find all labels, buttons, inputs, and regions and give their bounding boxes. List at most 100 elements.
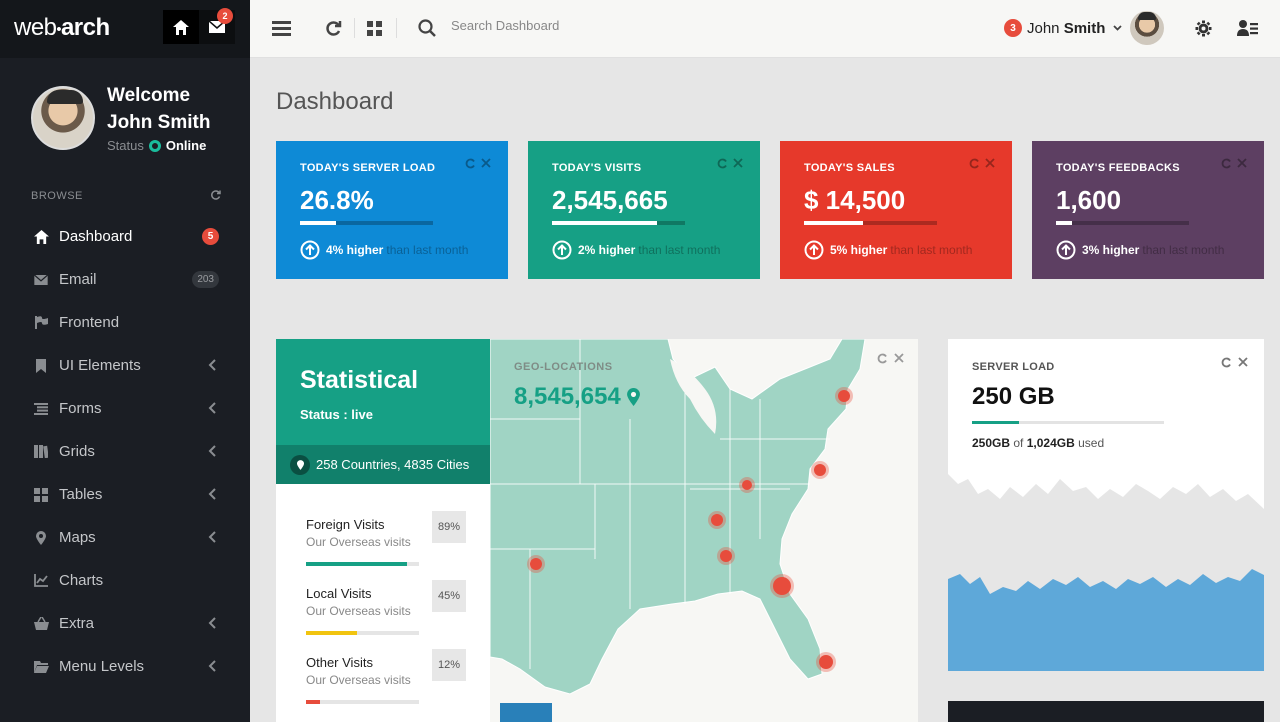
divider — [354, 18, 355, 38]
geo-marker[interactable] — [814, 464, 826, 476]
list-icon — [33, 401, 49, 417]
statistical-header: Statistical Status : live — [276, 339, 490, 445]
tile-progress-fill — [804, 221, 863, 225]
refresh-icon[interactable] — [465, 158, 476, 169]
refresh-icon[interactable] — [1221, 158, 1232, 169]
refresh-icon[interactable] — [877, 353, 888, 364]
geo-marker[interactable] — [838, 390, 850, 402]
arrow-up-circle-icon — [300, 240, 320, 260]
grid-icon — [33, 487, 49, 503]
sidebar-item-tables[interactable]: Tables — [0, 473, 250, 516]
statistical-panel: Statistical Status : live 258 Countries,… — [276, 339, 918, 722]
visit-name: Local Visits — [306, 586, 372, 601]
header-avatar[interactable] — [1130, 11, 1165, 45]
sidebar: web•arch 2 Welcome John Smith Status Onl… — [0, 0, 250, 722]
sidebar-item-extra[interactable]: Extra — [0, 602, 250, 645]
visit-progress-fill — [306, 631, 357, 635]
chevron-left-icon — [208, 488, 216, 500]
tile-progress — [300, 221, 433, 225]
server-used-suffix: used — [1078, 436, 1105, 450]
server-used-text: 250GB of 1,024GB used — [972, 436, 1104, 450]
tile-change: 5% higher — [830, 243, 888, 257]
close-icon[interactable] — [481, 158, 491, 168]
user-menu[interactable]: 3 John Smith — [1004, 10, 1165, 46]
sidebar-item-grids[interactable]: Grids — [0, 430, 250, 473]
visit-progress-fill — [306, 562, 407, 566]
sidebar-item-dashboard[interactable]: Dashboard 5 — [0, 215, 250, 258]
visit-sub: Our Overseas visits — [306, 673, 411, 687]
close-icon[interactable] — [733, 158, 743, 168]
arrow-up-circle-icon — [552, 240, 572, 260]
user-profile: Welcome John Smith Status Online — [0, 58, 250, 178]
avatar[interactable] — [31, 86, 95, 150]
sidebar-item-email[interactable]: Email 203 — [0, 258, 250, 301]
close-icon[interactable] — [894, 353, 904, 363]
sidebar-item-charts[interactable]: Charts — [0, 559, 250, 602]
reload-button[interactable] — [322, 17, 344, 39]
sidebar-item-label: UI Elements — [59, 357, 141, 374]
tile-label: TODAY'S FEEDBACKS — [1056, 162, 1180, 174]
search-input[interactable] — [451, 18, 651, 33]
mail-button[interactable]: 2 — [199, 8, 235, 44]
tile-footer: 3% higher than last month — [1056, 240, 1224, 260]
sidebar-item-label: Dashboard — [59, 228, 133, 245]
geo-marker[interactable] — [819, 655, 833, 669]
us-map-image — [490, 339, 866, 695]
sidebar-item-label: Frontend — [59, 314, 120, 331]
server-load-label: SERVER LOAD — [972, 361, 1055, 373]
sidebar-item-label: Grids — [59, 443, 95, 460]
close-icon[interactable] — [985, 158, 995, 168]
sidebar-item-forms[interactable]: Forms — [0, 387, 250, 430]
map-zoom-controls[interactable] — [500, 703, 552, 722]
sidebar-item-menu-levels[interactable]: Menu Levels — [0, 645, 250, 688]
visit-progress — [306, 631, 419, 635]
sidebar-item-frontend[interactable]: Frontend — [0, 301, 250, 344]
settings-button[interactable] — [1192, 17, 1214, 39]
close-icon[interactable] — [1238, 357, 1248, 367]
refresh-icon[interactable] — [1221, 357, 1232, 368]
close-icon[interactable] — [1237, 158, 1247, 168]
map-controls — [877, 353, 904, 364]
sidebar-item-ui-elements[interactable]: UI Elements — [0, 344, 250, 387]
menu-toggle-button[interactable] — [270, 17, 292, 39]
status-label: Status — [107, 138, 144, 153]
chevron-left-icon — [208, 660, 216, 672]
tile-change-suffix: than last month — [890, 243, 973, 257]
todo-panel-header — [948, 701, 1264, 722]
geo-marker[interactable] — [530, 558, 542, 570]
sidebar-item-maps[interactable]: Maps — [0, 516, 250, 559]
mail-badge: 2 — [217, 8, 233, 24]
sidebar-nav: Dashboard 5 Email 203 Frontend UI Elemen… — [0, 215, 250, 688]
user-list-icon — [1236, 19, 1258, 36]
refresh-icon[interactable] — [969, 158, 980, 169]
home-icon — [173, 19, 189, 35]
refresh-icon[interactable] — [211, 190, 221, 200]
visit-row-other: Other Visits Our Overseas visits 12% — [306, 649, 466, 704]
map-pin-icon — [626, 388, 640, 406]
geo-marker[interactable] — [742, 480, 752, 490]
geo-marker[interactable] — [720, 550, 732, 562]
tile-value: $ 14,500 — [804, 185, 906, 215]
geo-map[interactable]: GEO-LOCATIONS 8,545,654 — [490, 339, 918, 722]
refresh-icon[interactable] — [717, 158, 728, 169]
contacts-button[interactable] — [1236, 17, 1258, 39]
geo-marker[interactable] — [711, 514, 723, 526]
server-load-area-front — [948, 569, 1264, 671]
arrow-up-circle-icon — [804, 240, 824, 260]
tile-progress — [804, 221, 937, 225]
tile-progress — [552, 221, 685, 225]
chart-icon — [33, 573, 49, 589]
status-dot-icon — [148, 139, 161, 152]
refresh-icon — [325, 20, 341, 36]
logo[interactable]: web•arch — [14, 14, 110, 42]
visit-progress — [306, 700, 419, 704]
chevron-left-icon — [208, 531, 216, 543]
apps-button[interactable] — [363, 17, 385, 39]
chevron-left-icon — [208, 617, 216, 629]
geo-marker[interactable] — [773, 577, 791, 595]
folder-icon — [33, 659, 49, 675]
search-button[interactable] — [416, 17, 438, 39]
logo-text-post: arch — [60, 14, 110, 41]
hamburger-icon — [271, 20, 291, 36]
home-button[interactable] — [163, 10, 199, 44]
